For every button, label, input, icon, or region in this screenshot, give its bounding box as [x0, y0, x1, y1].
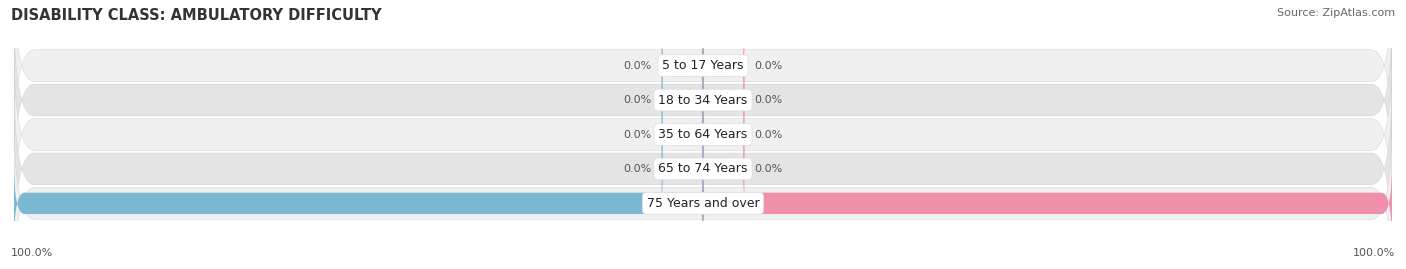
FancyBboxPatch shape	[14, 116, 1392, 269]
Text: 18 to 34 Years: 18 to 34 Years	[658, 94, 748, 107]
FancyBboxPatch shape	[703, 94, 744, 175]
Text: 0.0%: 0.0%	[755, 129, 783, 140]
FancyBboxPatch shape	[14, 47, 1392, 222]
FancyBboxPatch shape	[703, 25, 744, 107]
Text: 100.0%: 100.0%	[1353, 248, 1395, 258]
Text: DISABILITY CLASS: AMBULATORY DIFFICULTY: DISABILITY CLASS: AMBULATORY DIFFICULTY	[11, 8, 382, 23]
Text: 0.0%: 0.0%	[623, 164, 651, 174]
FancyBboxPatch shape	[14, 162, 703, 244]
FancyBboxPatch shape	[14, 13, 1392, 187]
FancyBboxPatch shape	[662, 128, 703, 210]
FancyBboxPatch shape	[662, 25, 703, 107]
Text: 0.0%: 0.0%	[623, 61, 651, 71]
Text: 0.0%: 0.0%	[623, 95, 651, 105]
FancyBboxPatch shape	[703, 162, 1392, 244]
Text: 0.0%: 0.0%	[755, 95, 783, 105]
Text: 100.0%: 100.0%	[647, 198, 693, 208]
FancyBboxPatch shape	[703, 59, 744, 141]
Text: 0.0%: 0.0%	[623, 129, 651, 140]
FancyBboxPatch shape	[14, 0, 1392, 153]
Text: Source: ZipAtlas.com: Source: ZipAtlas.com	[1277, 8, 1395, 18]
FancyBboxPatch shape	[703, 128, 744, 210]
Text: 0.0%: 0.0%	[755, 61, 783, 71]
Text: 100.0%: 100.0%	[713, 198, 759, 208]
Text: 100.0%: 100.0%	[11, 248, 53, 258]
Text: 0.0%: 0.0%	[755, 164, 783, 174]
Text: 5 to 17 Years: 5 to 17 Years	[662, 59, 744, 72]
Text: 65 to 74 Years: 65 to 74 Years	[658, 162, 748, 175]
FancyBboxPatch shape	[662, 94, 703, 175]
Text: 75 Years and over: 75 Years and over	[647, 197, 759, 210]
FancyBboxPatch shape	[14, 82, 1392, 256]
Text: 35 to 64 Years: 35 to 64 Years	[658, 128, 748, 141]
FancyBboxPatch shape	[662, 59, 703, 141]
